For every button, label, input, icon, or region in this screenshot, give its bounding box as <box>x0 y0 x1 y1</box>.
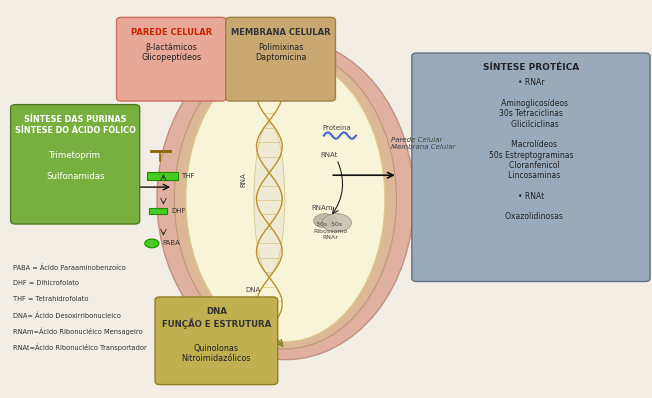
Ellipse shape <box>254 124 285 274</box>
Text: MEMBRANA CELULAR: MEMBRANA CELULAR <box>231 28 331 37</box>
Text: Polimixinas: Polimixinas <box>258 43 303 52</box>
Ellipse shape <box>157 38 414 360</box>
Text: RNAt=Ácido Ribonucléico Transportador: RNAt=Ácido Ribonucléico Transportador <box>12 344 146 351</box>
Text: RNAm: RNAm <box>312 205 333 211</box>
Circle shape <box>322 214 351 232</box>
Text: FUNÇÃO E ESTRUTURA: FUNÇÃO E ESTRUTURA <box>162 318 271 329</box>
Text: RNAt: RNAt <box>320 152 338 158</box>
Text: Glicilciclinas: Glicilciclinas <box>503 120 558 129</box>
FancyBboxPatch shape <box>10 105 140 224</box>
Text: β-lactâmicos: β-lactâmicos <box>145 43 198 52</box>
FancyBboxPatch shape <box>226 18 336 101</box>
Text: Parede Celular: Parede Celular <box>391 137 443 142</box>
Text: RNAm=Ácido Ribonucléico Mensageiro: RNAm=Ácido Ribonucléico Mensageiro <box>12 328 142 336</box>
Text: DNA: DNA <box>246 287 261 293</box>
Text: Macrolídeos: Macrolídeos <box>505 140 557 149</box>
Text: Trimetoprim: Trimetoprim <box>49 151 101 160</box>
Text: SÍNTESE DAS PURINAS: SÍNTESE DAS PURINAS <box>24 115 126 124</box>
Text: Nitroimidazólicos: Nitroimidazólicos <box>182 354 251 363</box>
Text: THF: THF <box>181 173 195 179</box>
Text: RNAr: RNAr <box>322 235 338 240</box>
Text: DHF: DHF <box>171 208 186 214</box>
Text: Glicopeptídeos: Glicopeptídeos <box>141 53 201 62</box>
Text: DNA: DNA <box>206 307 227 316</box>
Text: PABA: PABA <box>162 240 180 246</box>
Bar <box>149 208 168 214</box>
Text: • RNAt: • RNAt <box>518 192 544 201</box>
Text: Oxazolidinosas: Oxazolidinosas <box>499 213 563 221</box>
Text: 30s  50s: 30s 50s <box>316 222 342 227</box>
Text: Membrana Celular: Membrana Celular <box>391 144 456 150</box>
Text: DNA= Ácido Desoxirribonucleico: DNA= Ácido Desoxirribonucleico <box>12 312 121 318</box>
Text: Quinolonas: Quinolonas <box>194 344 239 353</box>
Ellipse shape <box>174 49 396 349</box>
Text: SÍNTESE PROTÉICA: SÍNTESE PROTÉICA <box>483 63 579 72</box>
Ellipse shape <box>186 56 385 342</box>
Text: Aminoglicosídeos: Aminoglicosídeos <box>494 99 568 108</box>
Text: Lincosaminas: Lincosaminas <box>501 171 561 180</box>
FancyBboxPatch shape <box>117 18 226 101</box>
Text: Sulfonamidas: Sulfonamidas <box>46 172 104 181</box>
Text: 50s Estreptograminas: 50s Estreptograminas <box>489 150 573 160</box>
Text: Cloranfenicol: Cloranfenicol <box>502 161 560 170</box>
FancyBboxPatch shape <box>412 53 650 281</box>
Text: 30s Tetraciclinas: 30s Tetraciclinas <box>499 109 563 118</box>
Text: THF = Tetrahidrofolato: THF = Tetrahidrofolato <box>12 296 88 302</box>
Circle shape <box>314 214 336 228</box>
Text: PAREDE CELULAR: PAREDE CELULAR <box>131 28 212 37</box>
FancyBboxPatch shape <box>155 297 278 384</box>
Circle shape <box>145 239 159 248</box>
Text: Proteína: Proteína <box>322 125 351 131</box>
Text: DHF = Dihicrofolato: DHF = Dihicrofolato <box>12 280 78 286</box>
Text: RNA: RNA <box>241 172 246 187</box>
Text: Ribossomo: Ribossomo <box>313 229 348 234</box>
Text: • RNAr: • RNAr <box>518 78 544 88</box>
Bar <box>147 172 178 180</box>
Text: SÍNTESE DO ÁCIDO FÓLICO: SÍNTESE DO ÁCIDO FÓLICO <box>15 126 136 135</box>
Text: Daptomicina: Daptomicina <box>255 53 306 62</box>
Text: PABA = Ácido Paraaminobenzoíco: PABA = Ácido Paraaminobenzoíco <box>12 264 125 271</box>
